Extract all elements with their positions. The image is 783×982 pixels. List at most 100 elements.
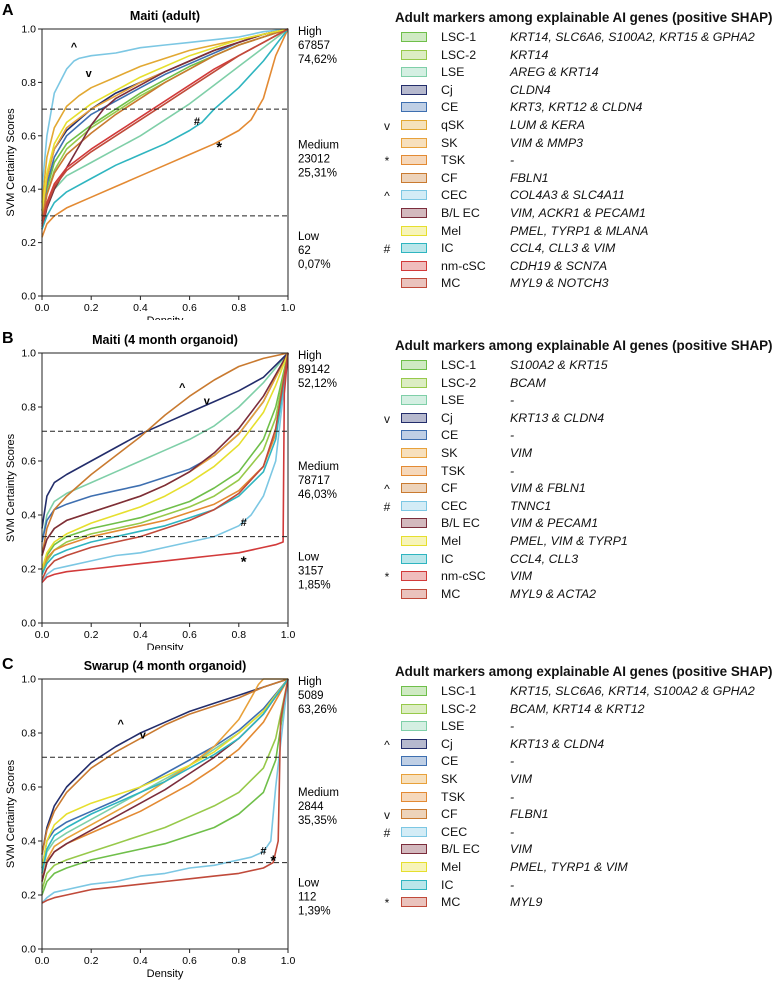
legend-markers: CLDN4 xyxy=(510,82,551,97)
legend-row-mc: * MC MYL9 xyxy=(385,895,780,913)
legend-swatch xyxy=(401,190,427,201)
legend-markers: VIM xyxy=(510,842,533,857)
legend-swatch xyxy=(401,32,427,42)
series-line-mc xyxy=(41,28,289,227)
legend-row-sk: SK VIM xyxy=(395,772,780,790)
legend-cell-type: IC xyxy=(441,241,454,256)
legend-swatch xyxy=(401,377,427,388)
y-tick-label: 1.0 xyxy=(21,24,36,36)
legend-swatch xyxy=(401,155,427,166)
legend-rows: LSC-1 KRT15, SLC6A6, KRT14, S100A2 & GPHA… xyxy=(384,684,780,913)
legend-markers: MYL9 & NOTCH3 xyxy=(510,276,609,291)
group-count-medium: 78717 xyxy=(298,475,330,487)
legend-swatch xyxy=(401,84,427,95)
group-percent-high: 52,12% xyxy=(298,378,337,390)
y-tick-label: 0.4 xyxy=(21,184,36,196)
legend-cell-type: LSE xyxy=(441,719,465,734)
legend-cell-type: IC xyxy=(441,877,454,892)
legend-swatch xyxy=(401,465,427,476)
legend-swatch xyxy=(401,137,427,148)
curve-annotation: # xyxy=(194,116,200,128)
legend-cell-type: nm-cSC xyxy=(441,258,486,273)
legend-markers: MYL9 xyxy=(510,895,543,910)
y-axis-label: SVM Certainty Scores xyxy=(5,433,17,542)
y-tick-label: 1.0 xyxy=(21,674,36,686)
legend-markers: VIM xyxy=(510,569,533,584)
curve-annotation: # xyxy=(260,846,266,858)
series-line-lsc-2 xyxy=(41,678,289,890)
legend-cell-type: LSC-1 xyxy=(441,30,477,44)
chart-title: Maiti (4 month organoid) xyxy=(92,333,238,347)
legend-markers: VIM xyxy=(510,445,533,460)
y-tick-label: 0.8 xyxy=(21,728,36,740)
chart-title: Swarup (4 month organoid) xyxy=(84,659,247,673)
legend-cell-type: CEC xyxy=(441,498,468,513)
group-percent-low: 1,85% xyxy=(298,580,331,592)
legend-markers: - xyxy=(510,428,515,443)
legend-swatch xyxy=(401,430,427,441)
group-percent-medium: 35,35% xyxy=(298,815,337,827)
legend-cell-type: CF xyxy=(441,170,458,185)
y-tick-label: 0.0 xyxy=(21,944,36,956)
legend-row-lse: LSE AREG & KRT14 xyxy=(395,65,780,83)
legend-row-cec: ^ CEC COL4A3 & SLC4A11 xyxy=(384,188,780,206)
y-tick-label: 0.6 xyxy=(21,456,36,468)
legend-row-b-l-ec: B/L EC VIM xyxy=(395,842,780,860)
legend-swatch xyxy=(401,172,427,183)
plot-frame xyxy=(41,352,289,624)
legend-markers: VIM xyxy=(510,771,533,786)
x-tick-label: 0.6 xyxy=(182,302,197,314)
legend-cell-type: CE xyxy=(441,100,459,115)
legend-swatch xyxy=(401,844,427,855)
y-tick-label: 0.2 xyxy=(21,237,36,249)
legend-markers: BCAM, KRT14 & KRT12 xyxy=(510,701,645,716)
legend-row-lsc-1: LSC-1 KRT15, SLC6A6, KRT14, S100A2 & GPHA… xyxy=(395,684,780,702)
legend-cell-type: nm-cSC xyxy=(441,569,486,584)
legend-markers: BCAM xyxy=(510,375,546,390)
legend-cell-type: Mel xyxy=(441,859,461,874)
group-percent-low: 0,07% xyxy=(298,259,331,271)
series-line-qsk xyxy=(41,28,289,203)
x-tick-label: 0.0 xyxy=(35,629,50,641)
series-line-cec xyxy=(41,678,289,904)
legend-symbol: ^ xyxy=(384,482,390,497)
x-axis-label: Density xyxy=(147,315,184,320)
legend-swatch xyxy=(401,553,427,564)
legend-markers: CDH19 & SCN7A xyxy=(510,258,608,273)
legend-swatch xyxy=(401,756,427,767)
legend-markers: FBLN1 xyxy=(510,170,549,185)
legend-row-ce: CE KRT3, KRT12 & CLDN4 xyxy=(395,100,780,118)
legend-cell-type: MC xyxy=(441,276,461,291)
series-line-lse xyxy=(41,352,289,543)
legend-cell-type: CEC xyxy=(441,188,468,203)
curve-annotation: ^ xyxy=(179,382,186,394)
legend-row-lsc-1: LSC-1 S100A2 & KRT15 xyxy=(395,358,780,376)
legend-c: Adult markers among explainable AI genes… xyxy=(384,664,780,913)
legend-swatch xyxy=(401,412,427,423)
legend-cell-type: IC xyxy=(441,551,454,566)
legend-swatch xyxy=(401,500,427,511)
legend-markers: - xyxy=(510,719,515,734)
legend-row-mc: MC MYL9 & ACTA2 xyxy=(395,587,780,605)
legend-markers: PMEL, TYRP1 & VIM xyxy=(510,859,628,874)
legend-row-mel: Mel PMEL, VIM & TYRP1 xyxy=(395,534,780,552)
legend-cell-type: LSC-1 xyxy=(441,358,477,372)
legend-swatch xyxy=(401,243,427,254)
legend-symbol: # xyxy=(383,825,391,840)
legend-swatch xyxy=(401,791,427,802)
series-line-lsc-1 xyxy=(41,678,289,896)
legend-row-qsk: v qSK LUM & KERA xyxy=(384,118,780,136)
curve-annotation: ^ xyxy=(71,41,78,53)
legend-swatch xyxy=(401,119,427,130)
legend-markers: KRT14, SLC6A6, S100A2, KRT15 & GPHA2 xyxy=(510,30,755,44)
y-tick-label: 1.0 xyxy=(21,348,36,360)
y-tick-label: 0.2 xyxy=(21,890,36,902)
group-label-low: Low xyxy=(298,878,320,890)
legend-cell-type: MC xyxy=(441,586,461,601)
legend-cell-type: LSE xyxy=(441,65,465,80)
y-tick-label: 0.0 xyxy=(21,618,36,630)
series-line-cf xyxy=(41,352,289,556)
series-line-cf xyxy=(41,678,289,855)
legend-row-ic: IC CCL4, CLL3 xyxy=(395,552,780,570)
legend-b: Adult markers among explainable AI genes… xyxy=(384,338,780,605)
